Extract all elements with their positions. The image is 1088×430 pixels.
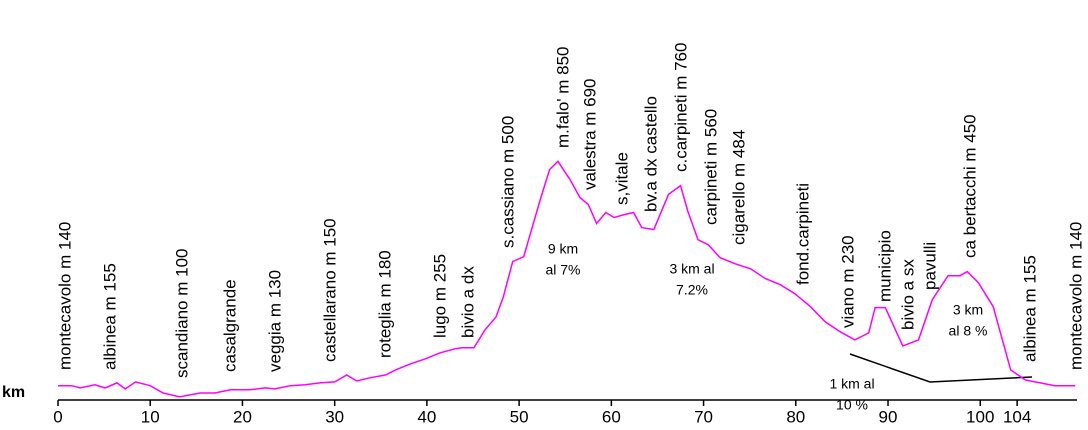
gradient-note: 3 km	[953, 302, 983, 318]
place-label: fond.carpineti	[794, 183, 813, 285]
x-tick-label: 104	[1003, 407, 1031, 426]
x-tick-label: 20	[233, 407, 252, 426]
gradient-note: al 8 %	[949, 323, 988, 339]
place-label: albinea m 155	[1021, 255, 1040, 362]
place-label: veggia m 130	[266, 270, 285, 372]
place-label: bivio a dx	[459, 266, 478, 338]
gradient-note: 10 %	[836, 397, 868, 413]
place-label: s,vitale	[613, 152, 632, 205]
place-label: s.cassiano m 500	[499, 116, 518, 248]
x-axis-label: km	[2, 384, 25, 401]
place-label: castellarano m 150	[321, 218, 340, 362]
place-label: viano m 230	[839, 235, 858, 328]
gradient-note: 9 km	[548, 241, 578, 257]
place-label: montecavolo m 140	[1067, 222, 1086, 370]
place-label: lugo m 255	[431, 254, 450, 338]
place-label: bv.a dx castello	[642, 96, 661, 212]
gradient-baseline	[849, 353, 1033, 383]
x-tick-label: 30	[325, 407, 344, 426]
place-label: carpineti m 560	[702, 109, 721, 225]
place-label: pavulli	[921, 242, 940, 290]
place-label: scandiano m 100	[173, 249, 192, 378]
place-label: casalgrande	[221, 279, 240, 372]
place-label: montecavolo m 140	[56, 222, 75, 370]
place-label: m.falo' m 850	[554, 46, 573, 148]
gradient-note: 3 km al	[669, 261, 714, 277]
x-tick-label: 50	[510, 407, 529, 426]
place-label: valestra m 690	[581, 79, 600, 191]
x-tick-label: 90	[879, 407, 898, 426]
gradient-note: 1 km al	[829, 376, 874, 392]
place-label: roteglia m 180	[376, 250, 395, 358]
place-label: cigarello m 484	[730, 130, 749, 245]
x-tick-label: 40	[417, 407, 436, 426]
x-tick-label: 80	[786, 407, 805, 426]
gradient-note: al 7%	[545, 262, 580, 278]
place-label: ca bertacchi m 450	[961, 114, 980, 258]
elevation-line	[58, 160, 1076, 398]
x-tick-label: 0	[53, 407, 62, 426]
x-tick-label: 10	[141, 407, 160, 426]
x-tick-label: 70	[694, 407, 713, 426]
x-tick-label: 100	[966, 407, 994, 426]
place-label: albinea m 155	[101, 263, 120, 370]
x-tick-label: 60	[602, 407, 621, 426]
place-label: c.carpineti m 760	[672, 43, 691, 172]
place-label: municipio	[876, 230, 895, 302]
place-label: bivio a sx	[899, 259, 918, 330]
gradient-note: 7.2%	[676, 282, 708, 298]
